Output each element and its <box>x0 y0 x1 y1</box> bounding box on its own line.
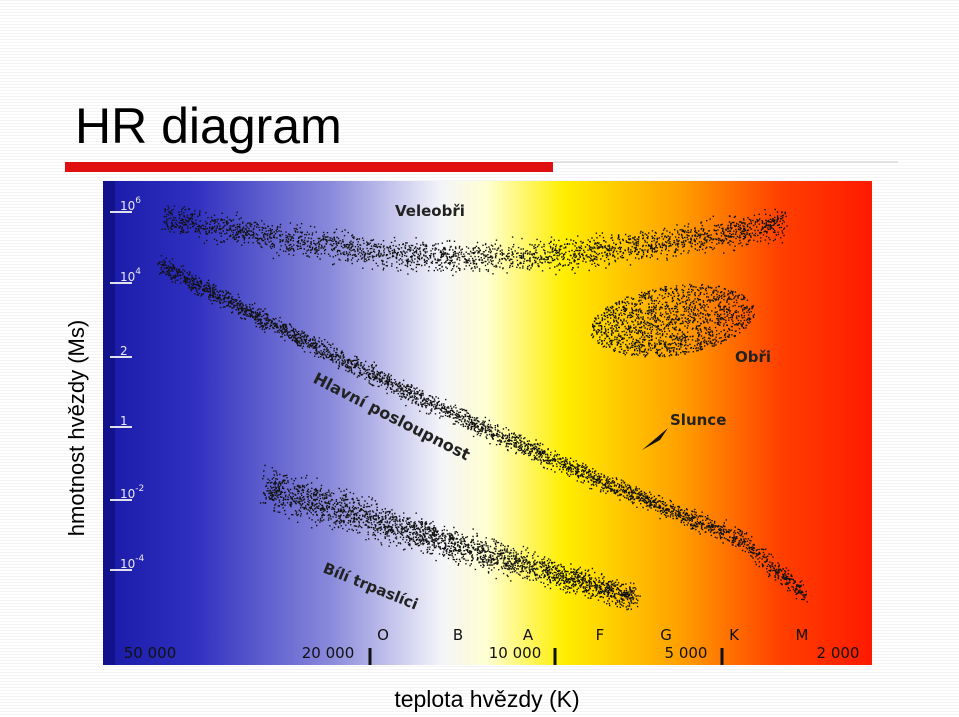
spectral-class: K <box>729 626 740 644</box>
y-tick-label: 2 <box>120 344 128 358</box>
tick-exp: -2 <box>135 484 144 494</box>
tick-exp: -4 <box>135 554 144 564</box>
y-tick-label: 106 <box>120 196 141 213</box>
y-tick-label: 10-2 <box>120 484 144 501</box>
temperature-label: 10 000 <box>489 644 542 662</box>
spectral-class: A <box>523 626 534 644</box>
y-axis-label: hmotnost hvězdy (Ms) <box>64 320 89 536</box>
temperature-label: 2 000 <box>817 644 860 662</box>
spectral-class: M <box>796 626 809 644</box>
temperature-label: 5 000 <box>665 644 708 662</box>
spectral-class: O <box>377 626 389 644</box>
region-label: Obři <box>735 348 771 366</box>
tick-base: 10 <box>120 270 135 284</box>
hr-image <box>103 181 872 665</box>
spectral-class: F <box>596 626 605 644</box>
slide-title: HR diagram <box>75 98 342 154</box>
spectral-class: G <box>660 626 672 644</box>
x-axis-label: teplota hvězdy (K) <box>394 686 579 712</box>
tick-base: 1 <box>120 414 128 428</box>
region-label: Slunce <box>670 411 726 429</box>
star-clouds <box>157 205 808 611</box>
tick-base: 10 <box>120 199 135 213</box>
title-rule <box>65 162 553 172</box>
temperature-label: 20 000 <box>302 644 355 662</box>
star-cloud <box>259 464 641 611</box>
region-label: Veleobři <box>395 202 465 220</box>
sun-arrow <box>642 428 668 450</box>
tick-base: 2 <box>120 344 128 358</box>
bottom-axis: O B A F G K M 50 000 20 000 10 000 5 000 2 000 <box>124 626 860 662</box>
y-tick-label: 104 <box>120 267 141 284</box>
tick-exp: 6 <box>135 196 141 206</box>
y-tick-label: 10-4 <box>120 554 145 571</box>
star-cloud <box>590 283 755 358</box>
temperature-label: 50 000 <box>124 644 177 662</box>
star-cloud <box>157 255 808 603</box>
y-tick-label: 1 <box>120 414 128 428</box>
tick-base: 10 <box>120 557 135 571</box>
image-edge <box>103 181 115 665</box>
tick-base: 10 <box>120 487 135 501</box>
spectral-class: B <box>453 626 463 644</box>
tick-exp: 4 <box>135 267 141 277</box>
